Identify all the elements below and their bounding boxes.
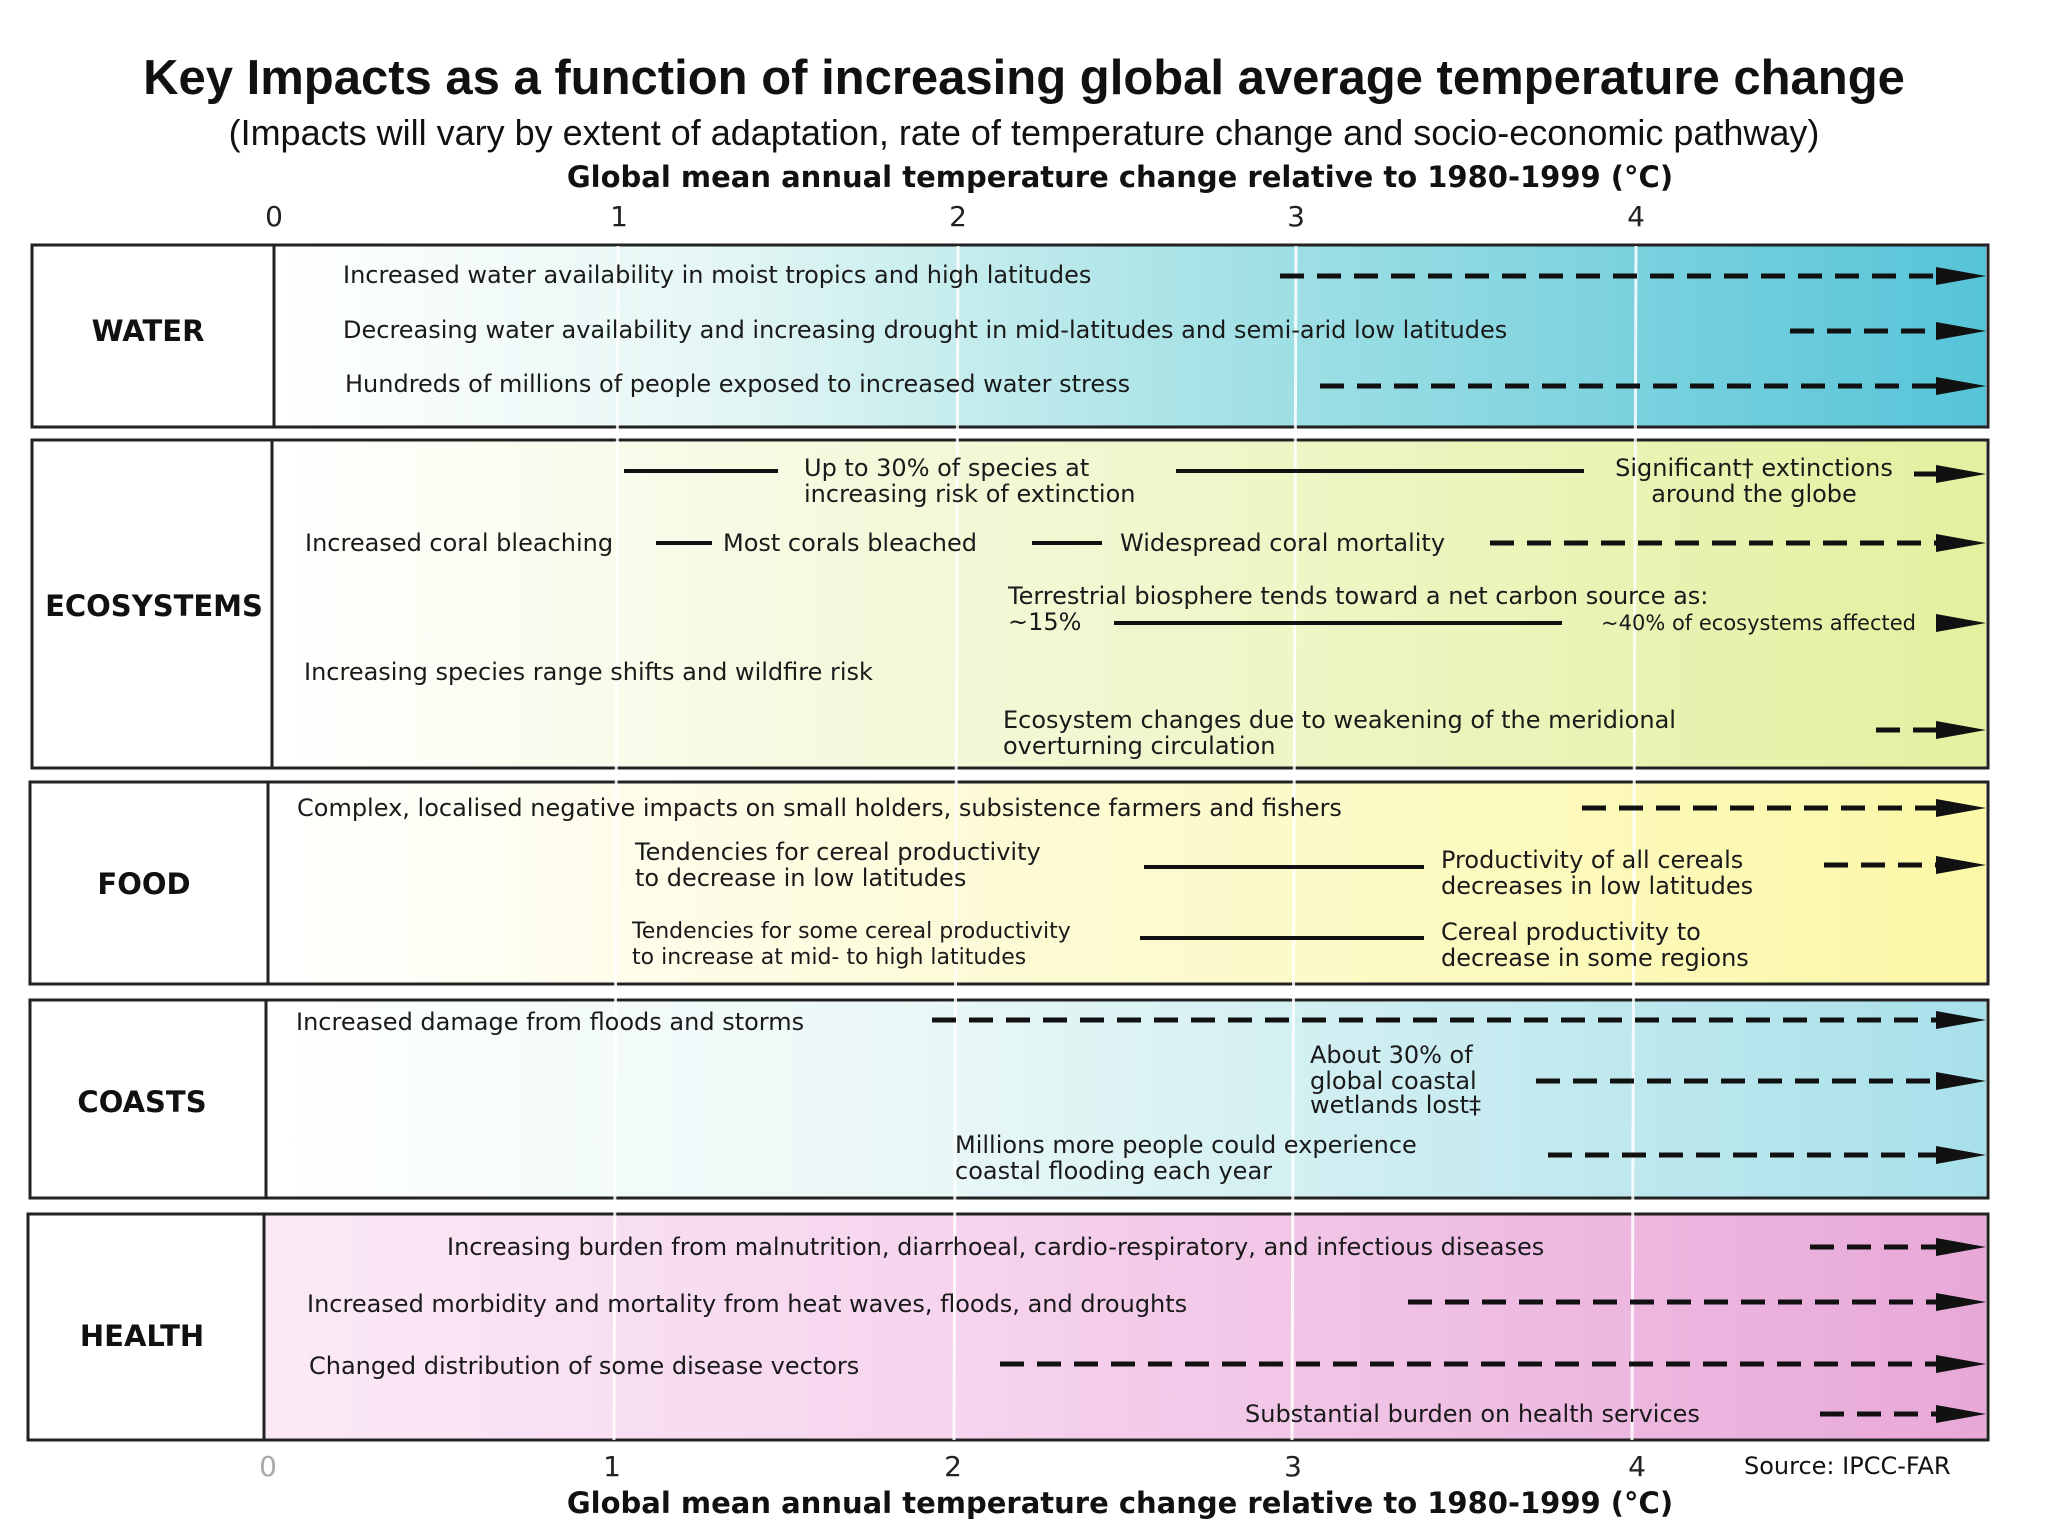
arrowhead-icon	[1936, 721, 1986, 739]
impact-text: Most corals bleached	[723, 529, 977, 557]
panel-ecosystems	[30, 438, 1990, 770]
arrowhead-icon	[1936, 1146, 1986, 1164]
top-axis-title: Global mean annual temperature change re…	[566, 160, 1674, 194]
top-tick-3: 3	[1287, 200, 1305, 233]
panel-food	[28, 780, 1990, 986]
impact-text: increasing risk of extinction	[804, 480, 1135, 508]
impact-text: wetlands lost‡	[1310, 1091, 1481, 1119]
health-impacts: Increasing burden from malnutrition, dia…	[307, 1233, 1986, 1428]
impact-text: Cereal productivity to	[1441, 918, 1701, 946]
panel-health	[26, 1212, 1990, 1442]
impact-text: Productivity of all cereals	[1441, 846, 1743, 874]
arrowhead-icon	[1936, 322, 1986, 340]
top-tick-4: 4	[1627, 200, 1645, 233]
impact-text: overturning circulation	[1003, 732, 1276, 760]
arrowhead-icon	[1936, 1355, 1986, 1373]
category-label-ecosystems: ECOSYSTEMS	[45, 589, 263, 623]
arrowhead-icon	[1936, 534, 1986, 552]
gridline-2	[952, 245, 960, 1441]
impact-text: global coastal	[1310, 1067, 1477, 1095]
impact-text: Increased coral bleaching	[305, 529, 613, 557]
impact-text: Increasing burden from malnutrition, dia…	[447, 1233, 1544, 1261]
arrowhead-icon	[1936, 465, 1986, 483]
arrowhead-icon	[1936, 377, 1986, 395]
impact-text: decrease in some regions	[1441, 944, 1749, 972]
top-tick-0: 0	[265, 200, 283, 233]
category-label-food: FOOD	[97, 867, 190, 901]
impact-text: Widespread coral mortality	[1120, 529, 1445, 557]
impact-text: Increasing species range shifts and wild…	[304, 658, 873, 686]
impact-text: Hundreds of millions of people exposed t…	[345, 370, 1130, 398]
arrowhead-icon	[1936, 856, 1986, 874]
top-tick-2: 2	[949, 200, 967, 233]
bottom-tick-3: 3	[1284, 1450, 1302, 1483]
bottom-axis-title: Global mean annual temperature change re…	[566, 1486, 1674, 1520]
impact-text: to decrease in low latitudes	[635, 864, 966, 892]
impact-text: Tendencies for cereal productivity	[634, 838, 1041, 866]
impact-text: ~15%	[1008, 608, 1081, 636]
arrowhead-icon	[1936, 1405, 1986, 1423]
impact-text: Significant† extinctions	[1615, 454, 1893, 482]
impact-text: Changed distribution of some disease vec…	[309, 1352, 859, 1380]
impact-text: Increased water availability in moist tr…	[343, 261, 1091, 289]
impact-text: Ecosystem changes due to weakening of th…	[1003, 706, 1676, 734]
water-impacts: Increased water availability in moist tr…	[343, 261, 1986, 398]
bottom-tick-1: 1	[603, 1450, 621, 1483]
arrowhead-icon	[1936, 1238, 1986, 1256]
arrowhead-icon	[1936, 1011, 1986, 1029]
gridline-1	[612, 245, 620, 1441]
impact-text: Increased damage from floods and storms	[296, 1008, 804, 1036]
impact-text: to increase at mid- to high latitudes	[632, 945, 1026, 970]
impact-text: Up to 30% of species at	[804, 454, 1089, 482]
arrowhead-icon	[1936, 614, 1986, 632]
top-tick-1: 1	[610, 200, 628, 233]
gridline-3	[1290, 245, 1298, 1441]
impact-text: coastal flooding each year	[955, 1157, 1272, 1185]
arrowhead-icon	[1936, 799, 1986, 817]
page-title: Key Impacts as a function of increasing …	[143, 51, 1905, 105]
impact-text: around the globe	[1651, 480, 1857, 508]
impact-text: Increased morbidity and mortality from h…	[307, 1290, 1187, 1318]
impact-text: Decreasing water availability and increa…	[343, 316, 1507, 344]
impact-text: Complex, localised negative impacts on s…	[297, 794, 1342, 822]
gridline-4	[1630, 245, 1638, 1441]
bottom-tick-4: 4	[1628, 1450, 1646, 1483]
impact-text: decreases in low latitudes	[1441, 872, 1753, 900]
bottom-tick-0: 0	[259, 1450, 277, 1483]
bottom-tick-2: 2	[944, 1450, 962, 1483]
temperature-gridlines	[612, 245, 1638, 1441]
ecosystems-impacts: Up to 30% of species at increasing risk …	[304, 454, 1986, 760]
impact-text: About 30% of	[1310, 1041, 1473, 1069]
impact-text: Tendencies for some cereal productivity	[631, 919, 1071, 944]
impact-text: Millions more people could experience	[955, 1131, 1417, 1159]
impact-text: ~40% of ecosystems affected	[1601, 611, 1916, 635]
impact-text: Substantial burden on health services	[1245, 1400, 1700, 1428]
arrowhead-icon	[1936, 1293, 1986, 1311]
food-impacts: Complex, localised negative impacts on s…	[297, 794, 1986, 972]
category-label-water: WATER	[92, 314, 205, 348]
coasts-impacts: Increased damage from floods and storms …	[296, 1008, 1986, 1185]
category-label-coasts: COASTS	[77, 1085, 206, 1119]
panel-coasts	[28, 998, 1990, 1200]
arrowhead-icon	[1936, 1072, 1986, 1090]
source-note: Source: IPCC-FAR	[1744, 1452, 1951, 1480]
arrowhead-icon	[1936, 267, 1986, 285]
impact-text: Terrestrial biosphere tends toward a net…	[1007, 582, 1708, 610]
page-subtitle: (Impacts will vary by extent of adaptati…	[228, 112, 1820, 153]
category-label-health: HEALTH	[80, 1319, 204, 1353]
